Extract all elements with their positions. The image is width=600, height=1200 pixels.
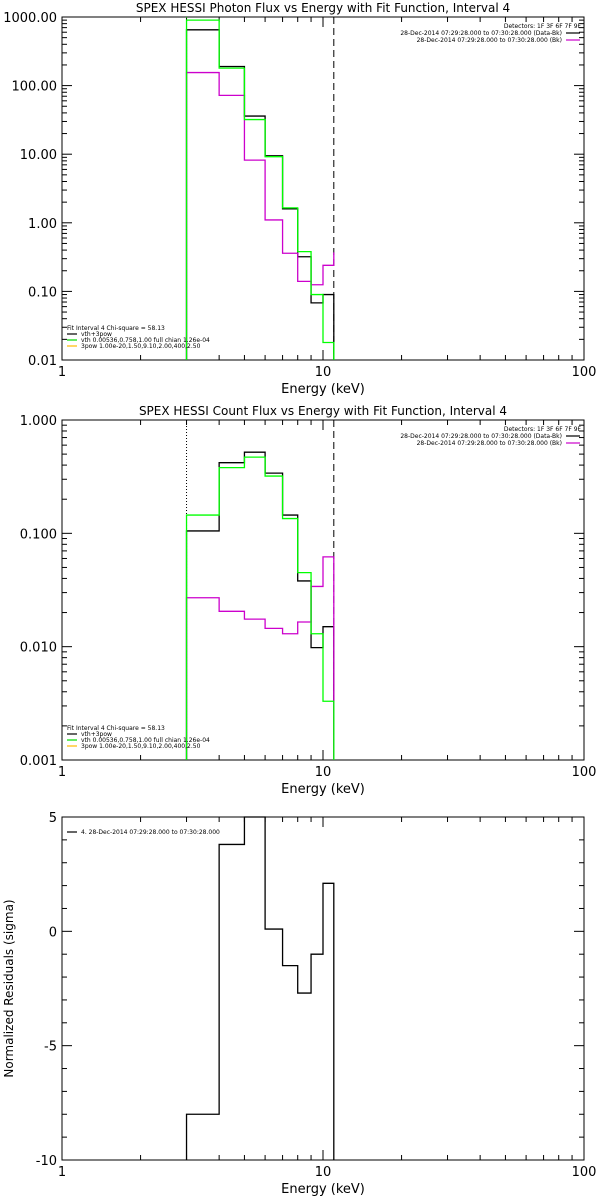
chart-title: SPEX HESSI Photon Flux vs Energy with Fi… (136, 1, 510, 15)
legend-left-header: Fit Interval 4 Chi-square = 58.13 (67, 325, 165, 332)
histogram-series-2 (185, 71, 335, 360)
legend-right-entry: 28-Dec-2014 07:29:28.000 to 07:30:28.000… (400, 30, 562, 37)
y-tick-label: 0.01 (28, 354, 57, 369)
y-tick-label: 10.00 (20, 148, 57, 163)
legend-left-entry: vth 0.00536,0.758,1.00 full chian 1.26e-… (81, 337, 210, 344)
legend-left-entry: vth 0.00536,0.758,1.00 full chian 1.26e-… (81, 737, 210, 744)
chart-panel-3: 1 10 100 -10 -5 0 5 Energy (keV) Normalized Resi… (2, 811, 596, 1197)
y-axis-label: Normalized Residuals (sigma) (2, 899, 16, 1077)
x-tick-label: 10 (315, 365, 332, 380)
chart-title: SPEX HESSI Count Flux vs Energy with Fit… (139, 404, 507, 418)
plot-frame (61, 419, 585, 761)
x-tick-label: 1 (58, 765, 66, 780)
x-tick-label: 100 (572, 1165, 597, 1180)
legend-right-entry: 28-Dec-2014 07:29:28.000 to 07:30:28.000… (417, 37, 562, 44)
y-tick-label: 1000.00 (3, 11, 57, 26)
y-tick-label: 0.10 (28, 285, 57, 300)
y-tick-label: 0.010 (20, 641, 57, 656)
legend-left-entry: vth+3pow (81, 331, 112, 338)
legend-left-entry: 4. 28-Dec-2014 07:29:28.000 to 07:30:28.… (81, 829, 220, 836)
y-tick-label: 1.00 (28, 217, 57, 232)
y-tick-label: 0 (49, 925, 57, 940)
y-tick-label: -5 (44, 1040, 57, 1055)
histogram-series-1 (185, 451, 335, 760)
legend-right-header: Detectors: 1F 3F 6F 7F 9F (504, 426, 582, 433)
legend-right-entry: 28-Dec-2014 07:29:28.000 to 07:30:28.000… (417, 440, 562, 447)
x-tick-label: 10 (315, 765, 332, 780)
legend-left-entry: vth+3pow (81, 731, 112, 738)
y-tick-label: 0.001 (20, 754, 57, 769)
legend-right-entry: 28-Dec-2014 07:29:28.000 to 07:30:28.000… (400, 433, 562, 440)
legend-left-entry: 3pow 1.00e-20,1.50,9.10,2.00,400,2.50 (81, 343, 201, 350)
legend-left-entry: 3pow 1.00e-20,1.50,9.10,2.00,400,2.50 (81, 743, 201, 750)
x-tick-label: 100 (572, 365, 597, 380)
chart-panel-2: SPEX HESSI Count Flux vs Energy with Fit… (20, 404, 597, 797)
histogram-series-3 (185, 456, 335, 760)
histogram-series-1 (185, 29, 335, 360)
histogram-series-3 (185, 19, 335, 360)
y-tick-label: 1.000 (20, 414, 57, 429)
y-tick-label: 5 (49, 811, 57, 826)
y-tick-label: -10 (36, 1154, 57, 1169)
x-tick-label: 100 (572, 765, 597, 780)
x-tick-label: 1 (58, 1165, 66, 1180)
chart-panel-1: SPEX HESSI Photon Flux vs Energy with Fi… (3, 1, 596, 397)
legend-right-header: Detectors: 1F 3F 6F 7F 9F (504, 23, 582, 30)
histogram-series-2 (185, 556, 335, 760)
x-axis-label: Energy (keV) (281, 1182, 365, 1197)
legend-left-header: Fit Interval 4 Chi-square = 58.13 (67, 725, 165, 732)
x-tick-label: 1 (58, 365, 66, 380)
y-tick-label: 0.100 (20, 527, 57, 542)
y-tick-label: 100.00 (12, 80, 58, 95)
plot-frame (61, 816, 585, 1161)
x-axis-label: Energy (keV) (281, 782, 365, 797)
histogram-series-1 (185, 816, 335, 1160)
x-tick-label: 10 (315, 1165, 332, 1180)
x-axis-label: Energy (keV) (281, 382, 365, 397)
